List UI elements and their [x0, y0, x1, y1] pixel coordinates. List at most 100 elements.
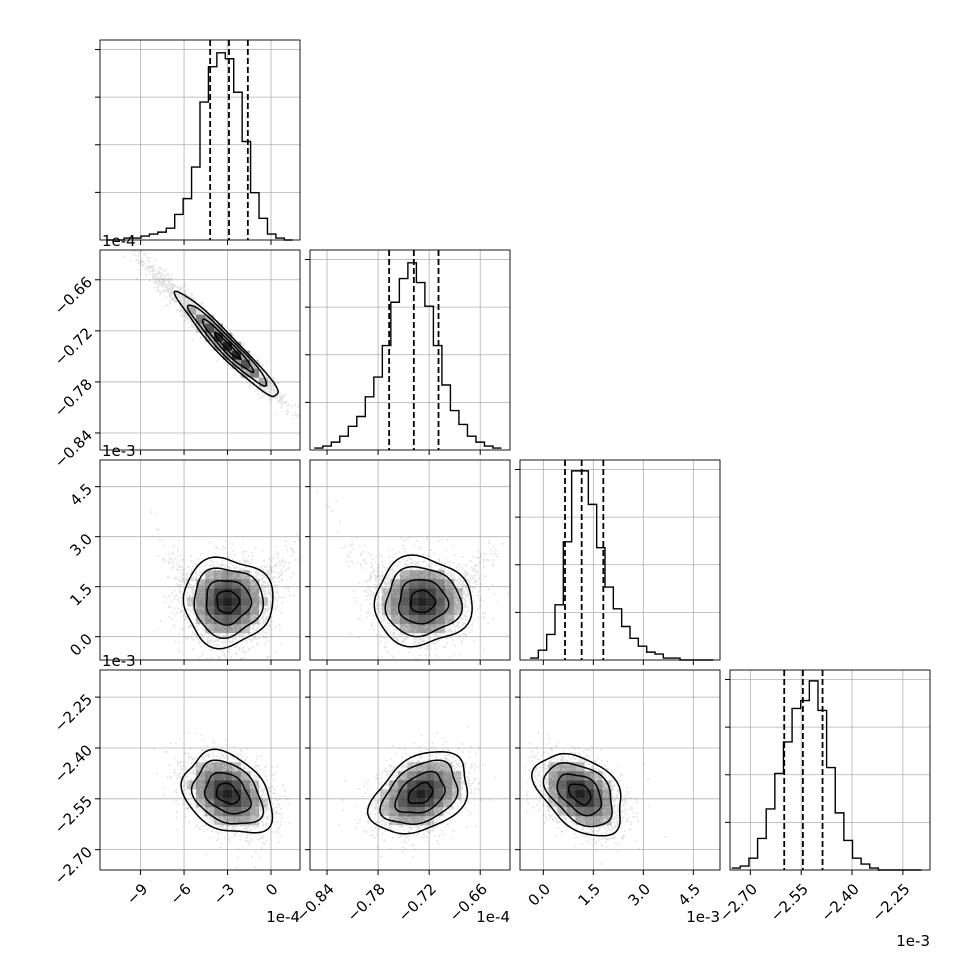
density-block — [241, 771, 251, 781]
density-block — [241, 780, 251, 790]
density-block — [241, 359, 251, 369]
density-block — [196, 798, 206, 808]
density-block — [435, 588, 445, 598]
density-block — [602, 789, 612, 799]
density-block — [389, 807, 399, 817]
density-block — [205, 570, 215, 580]
density-block — [566, 789, 576, 799]
density-block — [426, 615, 436, 625]
density-block — [399, 588, 409, 598]
density-block — [223, 762, 233, 772]
density-block — [223, 816, 233, 826]
density-block — [232, 570, 242, 580]
x-tick-label: −0.78 — [344, 880, 389, 925]
density-block — [566, 807, 576, 817]
contour-line — [542, 762, 613, 828]
density-block — [434, 762, 444, 772]
y-tick-label: −0.84 — [51, 426, 96, 471]
density-block — [214, 332, 224, 342]
density-block — [444, 606, 454, 616]
density-block — [602, 816, 612, 826]
panel-frame — [99, 459, 301, 661]
density-block — [380, 798, 390, 808]
density-block — [196, 579, 206, 589]
y-offset-label: 1e-3 — [102, 442, 136, 460]
scatter-panel-3-0: −9 −6 −3 0 −2.70 −2.55 −2.40 −2.25 — [51, 669, 301, 908]
x-offset-label: 1e-4 — [476, 908, 510, 926]
contour-line — [215, 782, 241, 805]
density-block — [196, 314, 206, 324]
density-block — [241, 789, 251, 799]
contour-line — [193, 567, 265, 640]
density-block — [223, 341, 233, 351]
panel-frame — [519, 459, 721, 661]
density-block — [232, 816, 242, 826]
histogram-panel-2 — [515, 459, 721, 665]
density-block — [435, 606, 445, 616]
density-block — [196, 762, 206, 772]
density-block — [557, 807, 567, 817]
density-block — [205, 615, 215, 625]
panel-frame — [519, 669, 721, 871]
scatter-panel-2-1 — [305, 459, 511, 665]
density-block — [187, 597, 197, 607]
density-block — [398, 816, 408, 826]
contour-line — [394, 770, 446, 814]
density-block — [444, 588, 454, 598]
density-block — [398, 771, 408, 781]
density-block — [380, 807, 390, 817]
density-block — [575, 816, 585, 826]
density-block — [452, 771, 462, 781]
contour-line — [366, 751, 469, 835]
x-tick-label: −2.25 — [868, 880, 913, 925]
density-block — [425, 771, 435, 781]
density-block — [196, 606, 206, 616]
density-block — [232, 579, 242, 589]
density-block — [557, 798, 567, 808]
panel-frame — [309, 459, 511, 661]
density-block — [223, 780, 233, 790]
density-block — [205, 771, 215, 781]
density-block — [407, 789, 417, 799]
density-block — [417, 615, 427, 625]
density-block — [593, 807, 603, 817]
contour-line — [397, 579, 450, 625]
contour-line — [180, 748, 274, 834]
x-tick-label: 0.0 — [524, 880, 554, 910]
x-tick-label: −2.40 — [818, 880, 863, 925]
density-block — [548, 798, 558, 808]
density-block — [434, 807, 444, 817]
density-block — [232, 606, 242, 616]
density-block — [426, 570, 436, 580]
density-block — [196, 615, 206, 625]
y-tick-label: 0.0 — [66, 630, 96, 660]
histogram-step — [314, 262, 502, 449]
density-block — [214, 624, 224, 634]
density-block — [205, 780, 215, 790]
density-block — [425, 798, 435, 808]
density-block — [232, 341, 242, 351]
density-block — [241, 615, 251, 625]
contour-line — [214, 331, 242, 361]
panel-frame — [99, 249, 301, 451]
contour-line — [205, 579, 253, 626]
density-block — [425, 789, 435, 799]
density-block — [443, 780, 453, 790]
density-block — [602, 798, 612, 808]
x-offset-label: 1e-3 — [686, 908, 720, 926]
y-tick-label: 3.0 — [66, 530, 96, 560]
density-block — [443, 771, 453, 781]
density-block — [250, 798, 260, 808]
density-block — [390, 579, 400, 589]
y-tick-label: 4.5 — [66, 480, 96, 510]
density-block — [453, 597, 463, 607]
y-tick-label: −0.78 — [51, 375, 96, 420]
contour-line — [556, 773, 603, 817]
density-block — [593, 771, 603, 781]
density-block — [223, 789, 233, 799]
density-block — [232, 359, 242, 369]
contour-line — [384, 566, 463, 638]
density-block — [214, 323, 224, 333]
density-block — [584, 807, 594, 817]
